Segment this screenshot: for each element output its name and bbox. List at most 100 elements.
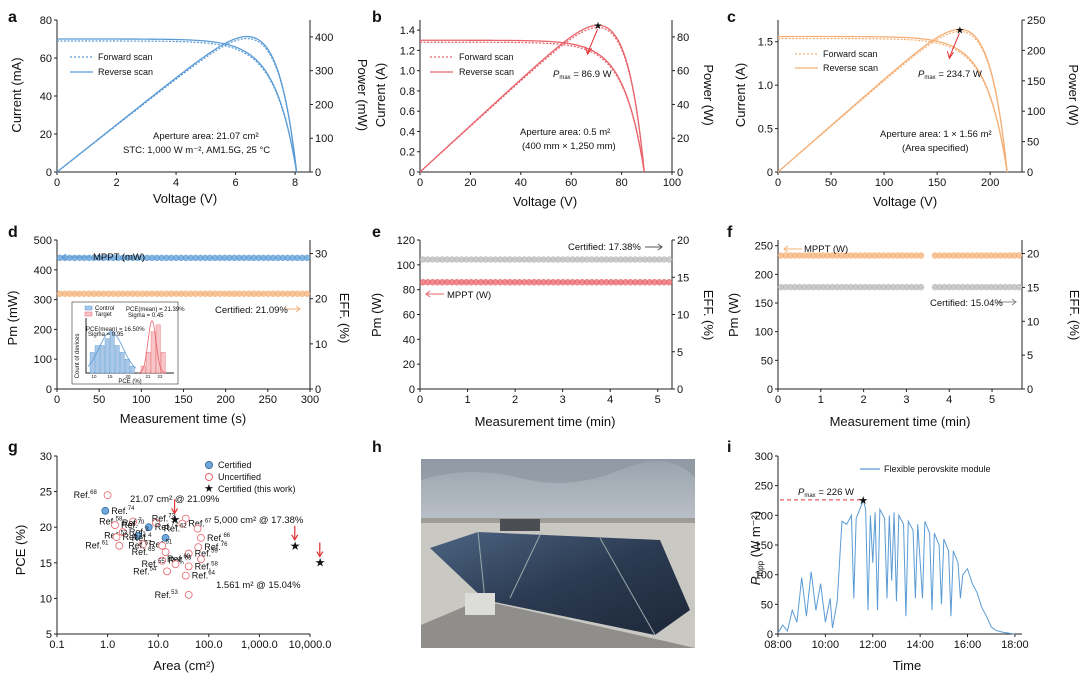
reference-label: Ref.51 (149, 539, 173, 549)
pmax-arrow-head-c (946, 51, 954, 60)
legend-reverse-c: Reverse scan (823, 63, 878, 73)
reference-label: Ref.62 (164, 524, 188, 534)
y2-tick-label-d: 0 (315, 384, 321, 396)
panel-letter-b: b (372, 9, 382, 26)
reference-label: Ref.76 (204, 542, 228, 552)
panel-h: h (372, 439, 695, 648)
this-work-point: ★ (290, 539, 301, 553)
reference-prefix: Ref. (133, 566, 150, 576)
reference-number: 70 (138, 520, 145, 526)
x-tick-label-b: 60 (565, 177, 577, 189)
y-tick-label-e: 20 (403, 359, 415, 371)
uncertified-point (193, 524, 202, 533)
x-tick-label-d: 100 (132, 394, 150, 406)
x-tick-label-a: 0 (54, 177, 60, 189)
photo-solar-panel (430, 532, 690, 635)
pmax-p-b: P (553, 69, 560, 80)
legend-forward-c: Forward scan (823, 49, 878, 59)
pmax-star-b: ★ (594, 21, 603, 32)
pmax-sub-c: max (924, 75, 935, 81)
uncertified-point (161, 548, 170, 557)
inset-stat-control: PCE(mean) = 16.50% (86, 327, 145, 333)
x-tick-label-g: 10.0 (147, 639, 168, 651)
certified-label-d: Certified: 21.09% (215, 305, 288, 316)
ylabel-a: Current (mA) (9, 57, 24, 132)
ylabel-i: Pmpp (W m⁻²) (748, 511, 765, 585)
reference-prefix: Ref. (149, 539, 166, 549)
y2-tick-label-e: 15 (677, 272, 689, 284)
reference-number: 53 (171, 590, 178, 596)
inset-target-bar (155, 324, 161, 374)
y-tick-label-b: 0.8 (400, 86, 415, 98)
annotation-21cm2: 21.07 cm² @ 21.09% (130, 494, 220, 505)
y-tick-label-i: 0 (767, 629, 773, 641)
panel-i-plot: 08:00 10:00 12:00 14:00 16:00 18:00 0 50 100 150 2… (755, 451, 1029, 651)
y2-tick-label-f: 10 (1027, 316, 1039, 328)
uncertified-point (151, 519, 160, 527)
certified-label-f: Certified: 15.04% (930, 298, 1003, 309)
pmax-star-i: ★ (858, 495, 868, 507)
certified-point (134, 531, 142, 540)
xlabel-b: Voltage (V) (513, 194, 577, 209)
pmax-val-b: = 86.9 W (571, 69, 612, 80)
eff-point-d (303, 290, 311, 297)
x-tick-label-b: 40 (515, 177, 527, 189)
reference-prefix: Ref. (132, 533, 149, 543)
legend-forward-a: Forward scan (98, 52, 153, 62)
reference-number: 73 (168, 514, 175, 520)
y-tick-label-a: 60 (40, 53, 52, 65)
mppt-label-f: MPPT (W) (804, 244, 848, 255)
eff-point-f (1015, 283, 1023, 291)
inset-x-tick-label: 10 (91, 374, 97, 379)
reference-number: 51 (165, 539, 172, 545)
uncertified-point (139, 540, 147, 549)
y-tick-label-i: 250 (755, 481, 773, 493)
reference-number: 53 (121, 531, 128, 537)
reference-label: Ref.73 (152, 514, 176, 524)
certified-arrow-d-head (295, 305, 301, 313)
y2-tick-label-c: 250 (1027, 15, 1045, 27)
reference-number: 7 (138, 518, 142, 524)
x-tick-label-i: 12:00 (859, 639, 887, 651)
reference-number: 68 (90, 490, 97, 496)
this-work-arrow-head (171, 508, 179, 515)
uncertified-point (129, 517, 138, 526)
y-tick-label-c: 1.5 (758, 37, 773, 49)
panel-g-plot: 0.1 1.0 10.0 100.0 1,000.0 10,000.0 5 10 15 20 25 3… (40, 451, 332, 651)
uncertified-point (197, 555, 205, 564)
y2-tick-label-b: 40 (677, 99, 689, 111)
y-tick-label-g: 20 (40, 522, 52, 534)
aperture-dims-b: (400 mm × 1,250 mm) (522, 141, 616, 152)
reference-prefix: Ref. (192, 571, 209, 581)
stc-conditions-a: STC: 1,000 W m⁻², AM1.5G, 25 °C (123, 145, 270, 156)
inset-stat-control-sigma: Sigma = 0.95 (88, 332, 124, 338)
y2-tick-label-c: 100 (1027, 106, 1045, 118)
uncertified-point (178, 519, 187, 528)
pmax-arrow-b (587, 29, 599, 54)
pmax-sub-i: max (804, 493, 815, 499)
x-tick-label-i: 18:00 (1001, 639, 1029, 651)
axes-frame-i (777, 456, 1022, 635)
forward-current-curve-b (419, 41, 645, 173)
ylabel-i-sub: mpp (756, 560, 765, 576)
y-tick-label-i: 100 (755, 570, 773, 582)
legend-reverse-a: Reverse scan (98, 67, 153, 77)
reference-number: 65 (148, 547, 155, 553)
rooftop-photo (421, 459, 695, 648)
uncertified-point (112, 533, 121, 542)
inset-x-tick-label: 15 (107, 374, 113, 379)
legend-this-work-marker: ★ (204, 483, 214, 495)
ylabel-g: PCE (%) (13, 525, 28, 576)
reference-number: 57 (145, 541, 152, 547)
y-tick-label-i: 200 (755, 510, 773, 522)
reference-label: Ref.53 (104, 531, 128, 541)
y2-tick-label-f: 15 (1027, 282, 1039, 294)
reference-prefix: Ref. (128, 541, 145, 551)
pmax-p-i: P (798, 487, 805, 498)
photo-support (465, 593, 495, 615)
forward-power-curve-c (777, 30, 1008, 173)
pmax-label-c: Pmax = 234.7 W (918, 69, 982, 81)
reference-label: Ref.54 (133, 566, 157, 576)
y2-tick-label-e: 20 (677, 235, 689, 247)
